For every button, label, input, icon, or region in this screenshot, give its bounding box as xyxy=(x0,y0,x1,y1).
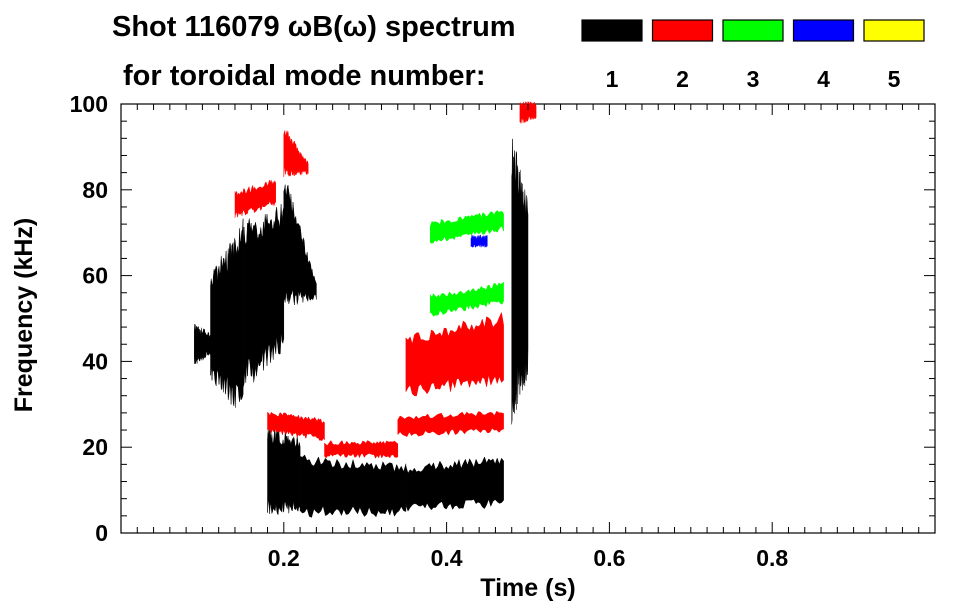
chart-title-line1: Shot 116079 ωB(ω) spectrum xyxy=(112,11,516,43)
mode-2-band-7 xyxy=(519,101,537,125)
mode-2-band-5 xyxy=(397,410,504,437)
mode-3-band-2 xyxy=(430,210,504,244)
legend-swatch-mode-3 xyxy=(722,19,784,42)
legend-label-mode-4: 4 xyxy=(817,66,830,92)
y-tick-label: 20 xyxy=(82,434,108,460)
series-mode-1 xyxy=(194,138,529,518)
mode-1-band-5 xyxy=(267,428,301,516)
legend-label-mode-1: 1 xyxy=(606,66,619,92)
mode-1-band-4 xyxy=(283,184,317,306)
x-tick-label: 0.4 xyxy=(431,545,463,571)
y-axis-label: Frequency (kHz) xyxy=(10,218,38,412)
mode-3-band-1 xyxy=(430,281,504,317)
mode-2-band-6 xyxy=(405,311,504,397)
mode-1-band-7 xyxy=(405,456,504,512)
mode-1-band-2 xyxy=(210,218,244,408)
mode-2-band-3 xyxy=(267,411,325,442)
legend-label-mode-2: 2 xyxy=(676,66,689,92)
mode-2-band-2 xyxy=(283,130,309,178)
y-tick-label: 40 xyxy=(82,348,108,374)
series-mode-2 xyxy=(234,101,537,459)
x-tick-label: 0.2 xyxy=(268,545,300,571)
mode-1-band-3 xyxy=(242,204,285,388)
legend-label-mode-3: 3 xyxy=(747,66,760,92)
x-axis-label: Time (s) xyxy=(480,574,575,602)
legend-swatch-mode-5 xyxy=(863,19,925,42)
mode-2-band-1 xyxy=(234,179,276,218)
mode-1-band-1 xyxy=(194,323,211,365)
y-tick-label: 100 xyxy=(70,91,108,117)
y-tick-label: 80 xyxy=(82,177,108,203)
x-tick-label: 0.6 xyxy=(593,545,625,571)
legend-label-mode-5: 5 xyxy=(888,66,901,92)
legend: 1 2 3 4 5 xyxy=(581,19,925,92)
mode-1-band-6 xyxy=(299,454,407,518)
mode-4-band-1 xyxy=(470,234,488,249)
legend-swatch-mode-1 xyxy=(581,19,643,42)
legend-swatch-mode-2 xyxy=(651,19,714,42)
mode-1-band-8 xyxy=(511,138,529,425)
y-tick-label: 0 xyxy=(95,520,108,546)
chart-title-line2: for toroidal mode number: xyxy=(123,60,486,92)
mode-2-band-4 xyxy=(324,440,399,459)
x-tick-label: 0.8 xyxy=(756,545,788,571)
plot-area: 0.2 0.4 0.6 0.8 0 20 40 60 80 100 xyxy=(70,91,936,571)
legend-swatch-mode-4 xyxy=(792,19,855,42)
series-mode-3 xyxy=(430,210,504,317)
y-tick-label: 60 xyxy=(82,263,108,289)
series-mode-4 xyxy=(470,234,488,249)
